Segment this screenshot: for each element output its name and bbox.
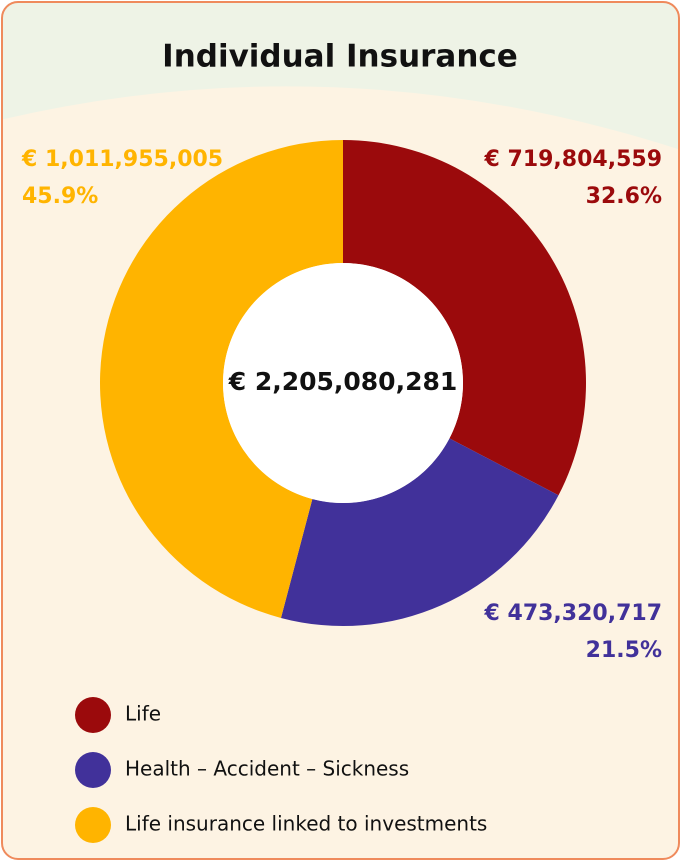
legend-swatch: [75, 807, 111, 843]
percent-label: 32.6%: [586, 184, 662, 209]
donut-hole: [223, 263, 463, 503]
chart-title: Individual Insurance: [162, 39, 518, 75]
value-label: € 719,804,559: [484, 147, 662, 172]
legend-label: Life: [125, 702, 161, 726]
percent-label: 45.9%: [22, 184, 98, 209]
slice: [343, 140, 586, 496]
legend-swatch: [75, 697, 111, 733]
legend-swatch: [75, 752, 111, 788]
slice: [280, 438, 559, 626]
value-label: € 473,320,717: [484, 601, 662, 626]
total-label: € 2,205,080,281: [228, 367, 458, 396]
value-label: € 1,011,955,005: [21, 147, 223, 172]
legend-label: Life insurance linked to investments: [125, 812, 487, 836]
header-wave: [2, 2, 679, 150]
legend-label: Health – Accident – Sickness: [125, 757, 409, 781]
percent-label: 21.5%: [586, 638, 662, 663]
slice: [99, 140, 344, 618]
